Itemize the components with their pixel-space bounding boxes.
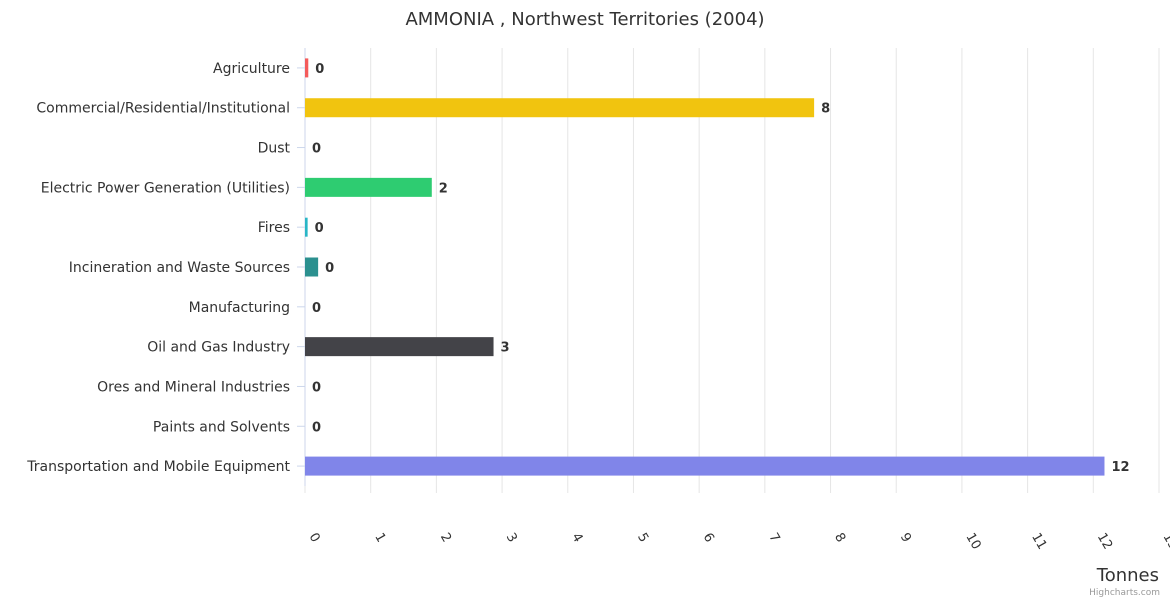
data-label: 8 <box>821 102 830 117</box>
bar[interactable] <box>305 217 308 237</box>
data-label: 0 <box>312 420 321 435</box>
x-tick-label: 12 <box>1094 531 1115 553</box>
x-tick-label: 8 <box>831 531 848 546</box>
category-label: Commercial/Residential/Institutional <box>36 101 290 117</box>
data-label: 3 <box>501 341 510 356</box>
category-labels: Agriculture Commercial/Residential/Instit… <box>26 61 290 475</box>
category-label: Ores and Mineral Industries <box>97 379 290 395</box>
value-axis-title: Tonnes <box>1096 565 1159 586</box>
x-tick-label: 9 <box>897 531 914 546</box>
category-label: Transportation and Mobile Equipment <box>26 459 290 475</box>
category-label: Manufacturing <box>189 300 290 316</box>
x-tick-label: 11 <box>1028 531 1049 553</box>
x-axis-ticks: 0 1 2 3 4 5 6 7 8 9 10 11 12 13 <box>306 531 1170 553</box>
grid-lines <box>297 48 1160 493</box>
category-label: Fires <box>258 220 290 236</box>
category-label: Agriculture <box>213 61 290 77</box>
bar[interactable] <box>305 98 815 118</box>
x-tick-label: 13 <box>1160 531 1170 553</box>
x-tick-label: 5 <box>634 531 651 546</box>
category-label: Electric Power Generation (Utilities) <box>41 180 290 196</box>
x-tick-label: 2 <box>437 531 454 546</box>
chart-title: AMMONIA , Northwest Territories (2004) <box>405 9 764 30</box>
data-label: 12 <box>1111 460 1129 475</box>
x-tick-label: 7 <box>765 531 782 546</box>
x-tick-label: 4 <box>568 531 585 546</box>
x-tick-label: 0 <box>306 531 323 546</box>
data-label: 0 <box>315 62 324 77</box>
data-label: 0 <box>315 221 324 236</box>
x-tick-label: 1 <box>371 531 388 546</box>
bar[interactable] <box>305 177 432 197</box>
bar[interactable] <box>305 257 319 277</box>
x-tick-label: 3 <box>503 531 520 546</box>
credits-link[interactable]: Highcharts.com <box>1089 588 1160 598</box>
x-tick-label: 6 <box>700 531 717 546</box>
data-label: 0 <box>312 301 321 316</box>
data-label: 0 <box>312 142 321 157</box>
bar[interactable] <box>305 337 494 357</box>
data-label: 0 <box>325 261 334 276</box>
data-label: 2 <box>439 181 448 196</box>
bar[interactable] <box>305 58 309 78</box>
category-label: Incineration and Waste Sources <box>69 260 290 276</box>
bars <box>305 58 1105 476</box>
data-label: 0 <box>312 380 321 395</box>
category-label: Paints and Solvents <box>153 419 290 435</box>
bar[interactable] <box>305 456 1105 476</box>
data-labels: 0 8 0 2 0 0 0 3 0 0 12 <box>312 62 1130 475</box>
category-label: Dust <box>258 141 291 157</box>
x-tick-label: 10 <box>962 531 983 553</box>
category-label: Oil and Gas Industry <box>147 340 290 356</box>
